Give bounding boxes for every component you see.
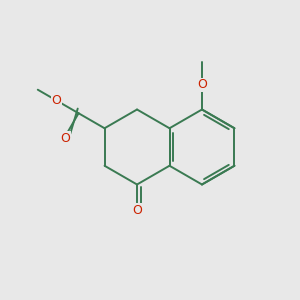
- Text: O: O: [197, 78, 207, 92]
- Text: O: O: [52, 94, 61, 107]
- Text: O: O: [132, 204, 142, 217]
- Text: O: O: [60, 132, 70, 145]
